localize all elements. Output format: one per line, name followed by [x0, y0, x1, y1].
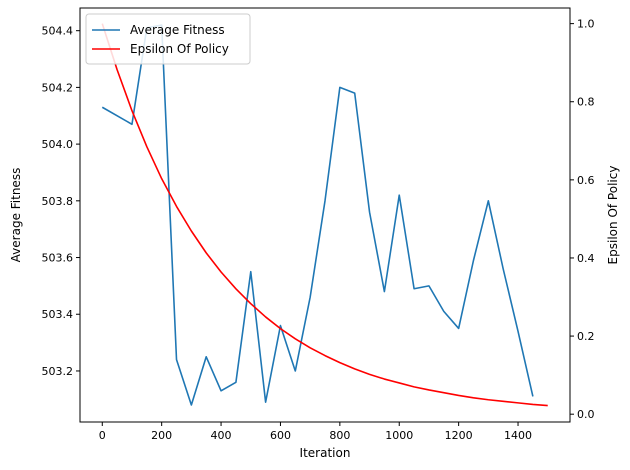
x-tick-label: 1400	[504, 429, 532, 442]
series-line-epsilon-of-policy	[101, 23, 548, 407]
legend-label-epsilon-of-policy: Epsilon Of Policy	[130, 42, 229, 56]
left-y-tick-label: 503.4	[42, 308, 74, 321]
x-axis-ticks: 0 200 400 600 800 1000 1200 1400	[99, 422, 532, 442]
right-y-tick-label: 0.4	[577, 252, 595, 265]
x-tick-label: 400	[211, 429, 232, 442]
left-y-axis-label: Average Fitness	[9, 168, 23, 263]
plot-frame	[79, 7, 571, 423]
left-y-tick-label: 504.2	[42, 81, 74, 94]
plot-lines	[101, 23, 548, 407]
right-y-tick-label: 0.8	[577, 96, 595, 109]
right-y-tick-label: 0.0	[577, 408, 595, 421]
legend-label-average-fitness: Average Fitness	[130, 23, 225, 37]
left-y-tick-label: 503.6	[42, 252, 74, 265]
right-y-tick-label: 0.6	[577, 174, 595, 187]
x-tick-label: 200	[151, 429, 172, 442]
left-y-tick-label: 503.8	[42, 195, 74, 208]
left-y-axis-ticks: 503.2 503.4 503.6 503.8 504.0 504.2 504.4	[42, 25, 80, 378]
x-tick-label: 1200	[445, 429, 473, 442]
left-y-tick-label: 503.2	[42, 365, 74, 378]
x-tick-label: 0	[99, 429, 106, 442]
legend: Average Fitness Epsilon Of Policy	[85, 13, 251, 65]
series-line-average-fitness	[101, 24, 534, 406]
x-tick-label: 600	[270, 429, 291, 442]
right-y-tick-label: 0.2	[577, 330, 595, 343]
right-y-axis-ticks: 0.0 0.2 0.4 0.6 0.8 1.0	[570, 18, 595, 421]
right-y-tick-label: 1.0	[577, 18, 595, 31]
right-y-axis-label: Epsilon Of Policy	[606, 166, 620, 265]
legend-box	[85, 13, 251, 65]
left-y-tick-label: 504.4	[42, 25, 74, 38]
x-tick-label: 800	[329, 429, 350, 442]
left-y-tick-label: 504.0	[42, 138, 74, 151]
x-tick-label: 1000	[385, 429, 413, 442]
x-axis-label: Iteration	[300, 446, 351, 460]
